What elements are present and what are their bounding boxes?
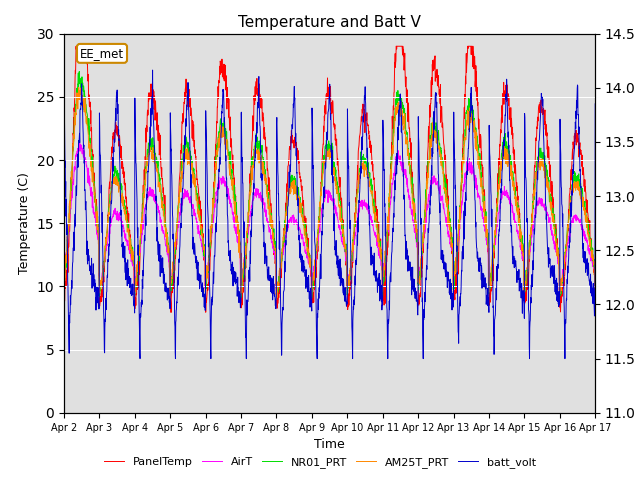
PanelTemp	[346, 287, 353, 293]
NR01_PRT	[591, 297, 599, 303]
batt_volt	[357, 163, 365, 169]
batt_volt	[545, 245, 552, 251]
NR01_PRT	[484, 243, 492, 249]
AM25T_PRT	[60, 282, 68, 288]
NR01_PRT	[76, 69, 83, 74]
Text: EE_met: EE_met	[80, 47, 124, 60]
Line: AirT: AirT	[64, 140, 595, 294]
PanelTemp	[545, 144, 552, 150]
AirT	[209, 222, 216, 228]
AM25T_PRT	[346, 276, 353, 282]
AM25T_PRT	[357, 166, 365, 171]
PanelTemp	[559, 284, 567, 289]
AM25T_PRT	[209, 211, 216, 217]
AirT	[60, 271, 68, 276]
batt_volt	[148, 67, 156, 73]
Title: Temperature and Batt V: Temperature and Batt V	[238, 15, 421, 30]
AM25T_PRT	[484, 245, 492, 251]
batt_volt	[591, 101, 599, 107]
AirT	[545, 220, 552, 226]
AirT	[346, 275, 353, 280]
AirT	[76, 137, 83, 143]
PanelTemp	[357, 122, 365, 128]
X-axis label: Time: Time	[314, 438, 345, 451]
Line: AM25T_PRT: AM25T_PRT	[64, 87, 595, 300]
AirT	[484, 251, 492, 256]
batt_volt	[559, 269, 567, 275]
NR01_PRT	[356, 158, 364, 164]
PanelTemp	[591, 305, 599, 311]
batt_volt	[484, 295, 492, 301]
NR01_PRT	[209, 212, 216, 217]
AM25T_PRT	[591, 283, 599, 288]
NR01_PRT	[345, 282, 353, 288]
AM25T_PRT	[273, 297, 280, 302]
Line: PanelTemp: PanelTemp	[64, 46, 595, 312]
PanelTemp	[167, 310, 175, 315]
AirT	[559, 269, 567, 275]
batt_volt	[209, 294, 216, 300]
Line: batt_volt: batt_volt	[64, 70, 595, 359]
batt_volt	[136, 356, 144, 361]
PanelTemp	[209, 218, 216, 224]
AM25T_PRT	[75, 84, 83, 90]
batt_volt	[60, 104, 68, 109]
NR01_PRT	[559, 273, 567, 279]
Line: NR01_PRT: NR01_PRT	[64, 72, 595, 300]
NR01_PRT	[60, 275, 68, 280]
PanelTemp	[72, 43, 80, 49]
AirT	[131, 291, 138, 297]
AirT	[357, 199, 365, 204]
PanelTemp	[60, 300, 68, 306]
AM25T_PRT	[559, 267, 567, 273]
NR01_PRT	[545, 180, 552, 186]
batt_volt	[346, 203, 353, 209]
Legend: PanelTemp, AirT, NR01_PRT, AM25T_PRT, batt_volt: PanelTemp, AirT, NR01_PRT, AM25T_PRT, ba…	[100, 452, 540, 472]
AM25T_PRT	[545, 189, 552, 195]
Y-axis label: Temperature (C): Temperature (C)	[18, 172, 31, 274]
PanelTemp	[484, 246, 492, 252]
AirT	[591, 283, 599, 289]
NR01_PRT	[591, 295, 599, 300]
